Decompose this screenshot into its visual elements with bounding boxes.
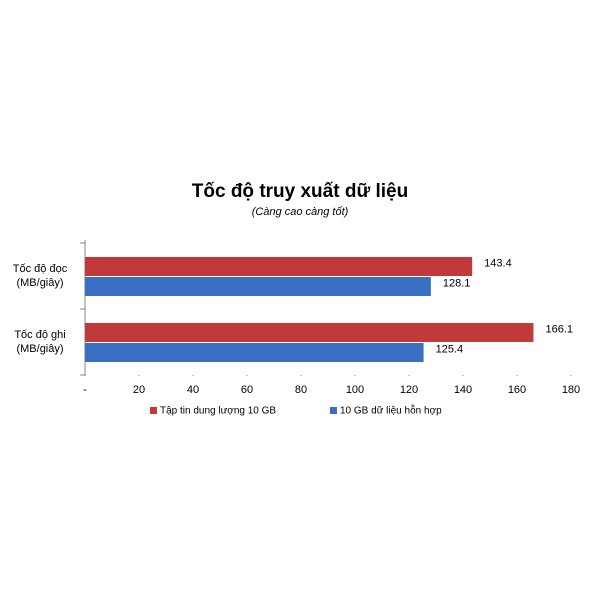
- x-tick-label: -: [83, 384, 87, 396]
- y-tick-label: Tốc độ đọc (MB/giây): [12, 263, 68, 289]
- legend-swatch: [330, 407, 337, 414]
- bar: [85, 323, 534, 342]
- data-label: 143.4: [484, 257, 512, 269]
- chart-title: Tốc độ truy xuất dữ liệu: [192, 181, 408, 202]
- x-tick-label: 140: [454, 384, 472, 396]
- data-label: 166.1: [545, 323, 573, 335]
- chart-subtitle: (Càng cao càng tốt): [252, 206, 349, 218]
- data-label: 125.4: [436, 343, 464, 355]
- data-label: 128.1: [443, 277, 471, 289]
- x-tick-label: 120: [400, 384, 418, 396]
- x-tick-label: 100: [346, 384, 364, 396]
- x-tick-label: 160: [508, 384, 526, 396]
- bar: [85, 277, 431, 296]
- legend-swatch: [150, 407, 157, 414]
- x-tick-label: 180: [562, 384, 580, 396]
- legend-label: Tập tin dung lượng 10 GB: [160, 406, 276, 417]
- x-tick-label: 80: [295, 384, 307, 396]
- bar: [85, 257, 473, 276]
- y-tick-label: Tốc độ ghi (MB/giây): [14, 329, 66, 355]
- x-tick-label: 60: [241, 384, 253, 396]
- legend-label: 10 GB dữ liệu hỗn hợp: [340, 404, 442, 417]
- x-tick-label: 20: [133, 384, 145, 396]
- x-tick-label: 40: [187, 384, 199, 396]
- bar: [85, 343, 424, 362]
